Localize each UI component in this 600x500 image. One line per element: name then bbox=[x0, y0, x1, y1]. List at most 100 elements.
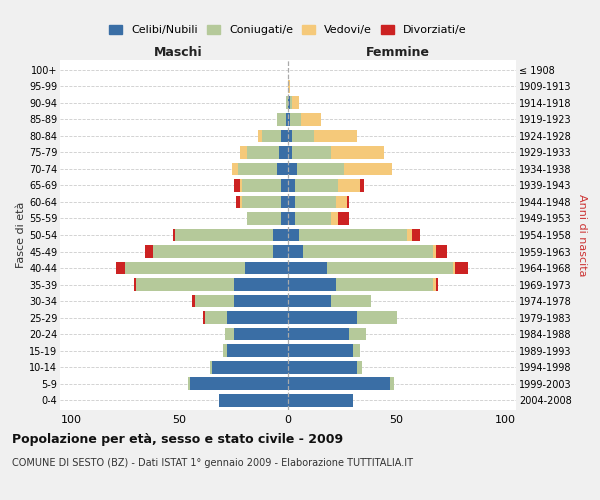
Bar bbox=[234, 328, 288, 340]
Bar bbox=[288, 212, 295, 225]
Bar bbox=[436, 278, 438, 291]
Bar bbox=[203, 311, 205, 324]
Bar bbox=[234, 179, 240, 192]
Bar bbox=[194, 294, 234, 308]
Bar bbox=[288, 80, 290, 93]
Bar bbox=[281, 196, 288, 208]
Bar bbox=[240, 146, 247, 159]
Bar bbox=[331, 146, 383, 159]
Bar bbox=[188, 377, 190, 390]
Text: Popolazione per età, sesso e stato civile - 2009: Popolazione per età, sesso e stato civil… bbox=[12, 432, 343, 446]
Bar bbox=[288, 344, 353, 357]
Bar bbox=[433, 278, 436, 291]
Bar bbox=[234, 278, 288, 291]
Bar bbox=[353, 344, 359, 357]
Bar bbox=[238, 162, 277, 175]
Bar bbox=[154, 245, 273, 258]
Bar bbox=[286, 113, 288, 126]
Bar bbox=[288, 162, 296, 175]
Bar bbox=[288, 377, 390, 390]
Bar bbox=[218, 394, 288, 406]
Bar bbox=[436, 245, 446, 258]
Bar bbox=[288, 113, 290, 126]
Bar bbox=[257, 130, 262, 142]
Bar bbox=[242, 196, 281, 208]
Bar bbox=[288, 245, 303, 258]
Bar bbox=[210, 360, 212, 374]
Bar bbox=[288, 146, 292, 159]
Bar bbox=[281, 179, 288, 192]
Bar bbox=[286, 96, 288, 110]
Bar bbox=[227, 311, 288, 324]
Bar bbox=[273, 245, 288, 258]
Text: Maschi: Maschi bbox=[154, 46, 203, 59]
Bar bbox=[301, 113, 320, 126]
Bar bbox=[288, 196, 295, 208]
Bar bbox=[338, 179, 359, 192]
Bar bbox=[292, 130, 314, 142]
Y-axis label: Fasce di età: Fasce di età bbox=[16, 202, 26, 268]
Bar bbox=[288, 328, 349, 340]
Bar bbox=[292, 96, 299, 110]
Bar bbox=[247, 212, 281, 225]
Bar bbox=[245, 262, 288, 274]
Bar bbox=[344, 162, 392, 175]
Bar bbox=[236, 196, 240, 208]
Bar bbox=[175, 228, 273, 241]
Bar bbox=[227, 344, 288, 357]
Bar bbox=[273, 228, 288, 241]
Bar bbox=[338, 212, 349, 225]
Legend: Celibi/Nubili, Coniugati/e, Vedovi/e, Divorziati/e: Celibi/Nubili, Coniugati/e, Vedovi/e, Di… bbox=[105, 20, 471, 40]
Bar bbox=[277, 162, 288, 175]
Bar bbox=[288, 96, 290, 110]
Bar bbox=[412, 228, 421, 241]
Bar bbox=[303, 245, 433, 258]
Bar bbox=[136, 278, 234, 291]
Bar bbox=[173, 228, 175, 241]
Bar bbox=[390, 377, 394, 390]
Bar bbox=[288, 179, 295, 192]
Bar bbox=[288, 394, 353, 406]
Bar bbox=[288, 130, 292, 142]
Bar bbox=[281, 212, 288, 225]
Bar bbox=[453, 262, 455, 274]
Bar bbox=[295, 212, 331, 225]
Bar bbox=[116, 262, 125, 274]
Bar bbox=[288, 278, 336, 291]
Bar bbox=[247, 146, 280, 159]
Bar bbox=[314, 130, 358, 142]
Bar bbox=[358, 360, 362, 374]
Bar bbox=[358, 311, 397, 324]
Bar bbox=[212, 360, 288, 374]
Bar bbox=[455, 262, 468, 274]
Bar bbox=[295, 179, 338, 192]
Bar bbox=[225, 328, 234, 340]
Bar bbox=[280, 146, 288, 159]
Bar bbox=[349, 328, 366, 340]
Bar bbox=[290, 113, 301, 126]
Bar bbox=[232, 162, 238, 175]
Bar bbox=[433, 245, 436, 258]
Bar bbox=[288, 360, 358, 374]
Bar bbox=[288, 311, 358, 324]
Bar bbox=[262, 130, 281, 142]
Bar bbox=[242, 179, 281, 192]
Bar bbox=[277, 113, 286, 126]
Bar bbox=[347, 196, 349, 208]
Bar bbox=[134, 278, 136, 291]
Bar bbox=[331, 294, 371, 308]
Bar bbox=[234, 294, 288, 308]
Bar bbox=[193, 294, 194, 308]
Bar bbox=[336, 196, 347, 208]
Bar bbox=[290, 96, 292, 110]
Bar bbox=[336, 278, 433, 291]
Bar bbox=[240, 196, 242, 208]
Text: COMUNE DI SESTO (BZ) - Dati ISTAT 1° gennaio 2009 - Elaborazione TUTTITALIA.IT: COMUNE DI SESTO (BZ) - Dati ISTAT 1° gen… bbox=[12, 458, 413, 468]
Bar bbox=[288, 262, 327, 274]
Text: Femmine: Femmine bbox=[365, 46, 430, 59]
Bar bbox=[292, 146, 331, 159]
Y-axis label: Anni di nascita: Anni di nascita bbox=[577, 194, 587, 276]
Bar bbox=[295, 196, 336, 208]
Bar bbox=[331, 212, 338, 225]
Bar bbox=[223, 344, 227, 357]
